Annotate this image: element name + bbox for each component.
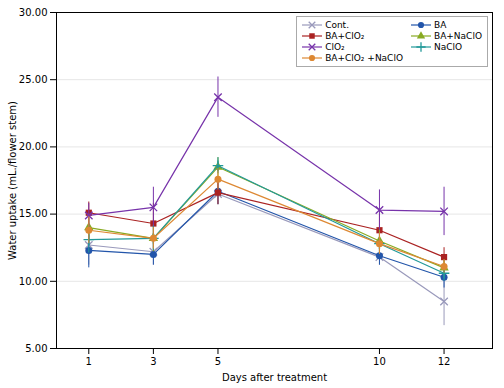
svg-text:3: 3 [150,356,156,367]
svg-text:Water uptake (mL./flower stem): Water uptake (mL./flower stem) [7,101,18,260]
svg-text:5: 5 [215,356,221,367]
svg-text:25.00: 25.00 [19,74,48,85]
svg-text:Days after treatment: Days after treatment [222,372,327,383]
svg-text:12: 12 [438,356,451,367]
svg-text:5.00: 5.00 [25,343,47,354]
svg-text:1: 1 [86,356,92,367]
html-text:Cont.: Cont. [325,20,349,30]
svg-text:10: 10 [373,356,386,367]
html-text:BA+NaClO: BA+NaClO [434,31,482,41]
svg-text:30.00: 30.00 [19,7,48,18]
html-text:BA: BA [434,20,447,30]
html-text:ClO₂: ClO₂ [325,42,345,52]
html-text:NaClO: NaClO [434,42,463,52]
svg-text:15.00: 15.00 [19,208,48,219]
html-text:BA+ClO₂ +NaClO: BA+ClO₂ +NaClO [325,53,403,63]
html-text:BA+ClO₂: BA+ClO₂ [325,31,365,41]
svg-text:10.00: 10.00 [19,276,48,287]
svg-text:20.00: 20.00 [19,141,48,152]
